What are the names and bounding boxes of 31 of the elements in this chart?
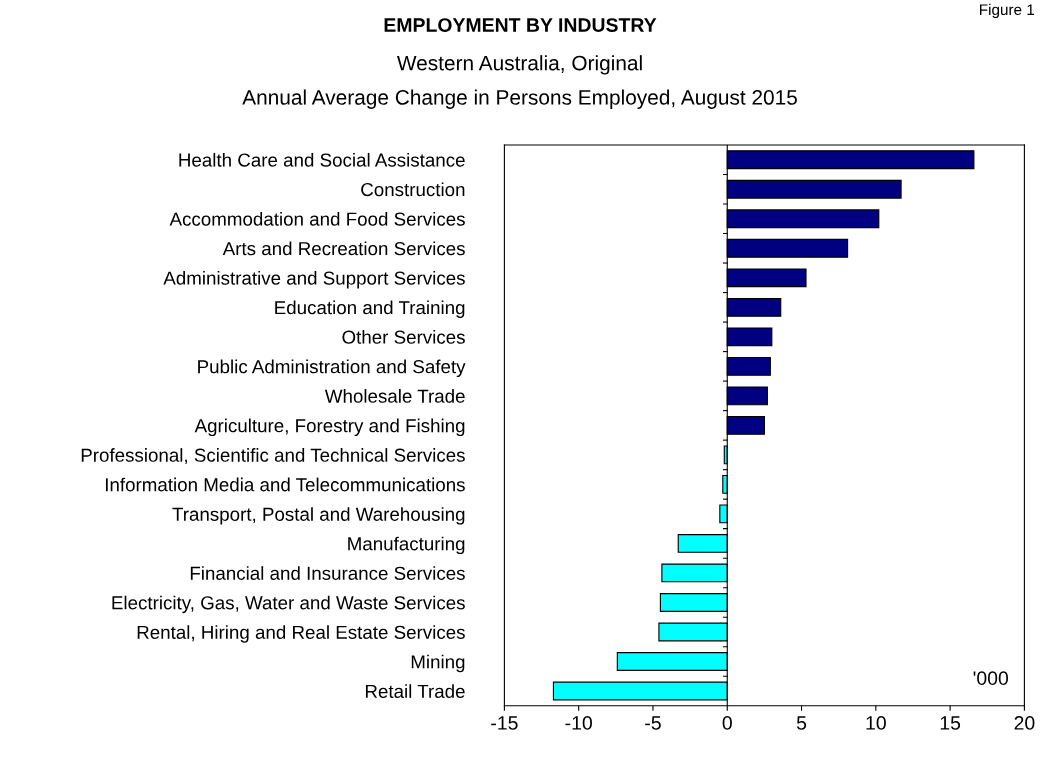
chart-subtitle: Western Australia, Original Annual Average Change in Persons Employed, August 2015 bbox=[242, 55, 797, 109]
y-tick-label: Construction bbox=[361, 182, 465, 197]
y-tick-label: Electricity, Gas, Water and Waste Services bbox=[112, 595, 465, 614]
y-tick-label: Health Care and Social Assistance bbox=[179, 152, 465, 167]
y-tick-label: Mining bbox=[411, 654, 465, 673]
chart-title: EMPLOYMENT BY INDUSTRY bbox=[384, 18, 657, 32]
annotation: '000 bbox=[973, 671, 1009, 686]
y-tick-label: Other Services bbox=[342, 330, 465, 344]
y-tick-label: Financial and Insurance Services bbox=[190, 566, 465, 580]
y-tick-label: Arts and Recreation Services bbox=[222, 241, 465, 256]
y-tick-label: Transport, Postal and Warehousing bbox=[172, 507, 465, 525]
y-tick-label: Administrative and Support Services bbox=[163, 271, 465, 289]
y-tick-label: Information Media and Telecommunications bbox=[105, 477, 465, 492]
y-tick-label: Accommodation and Food Services bbox=[169, 211, 465, 226]
x-tick-label: -5 bbox=[645, 716, 661, 730]
x-tick-label: -15 bbox=[491, 716, 518, 730]
x-tick-label: -10 bbox=[565, 716, 592, 730]
y-tick-label: Rental, Hiring and Real Estate Services bbox=[137, 625, 465, 643]
x-tick-label: 10 bbox=[866, 716, 886, 730]
y-tick-label: Wholesale Trade bbox=[324, 389, 465, 403]
x-tick-label: 15 bbox=[940, 716, 961, 730]
x-tick-label: 20 bbox=[1014, 716, 1035, 730]
y-tick-label: Professional, Scientific and Technical Services bbox=[81, 448, 465, 465]
y-tick-label: Manufacturing bbox=[348, 536, 465, 555]
caption: Figure 1 bbox=[980, 3, 1035, 19]
x-tick-label: 5 bbox=[796, 716, 807, 730]
y-tick-label: Education and Training bbox=[275, 300, 465, 318]
x-tick-label: 0 bbox=[722, 716, 732, 730]
y-tick-label: Retail Trade bbox=[365, 684, 465, 698]
y-tick-label: Agriculture, Forestry and Fishing bbox=[194, 418, 465, 437]
y-tick-label: Public Administration and Safety bbox=[198, 359, 466, 378]
